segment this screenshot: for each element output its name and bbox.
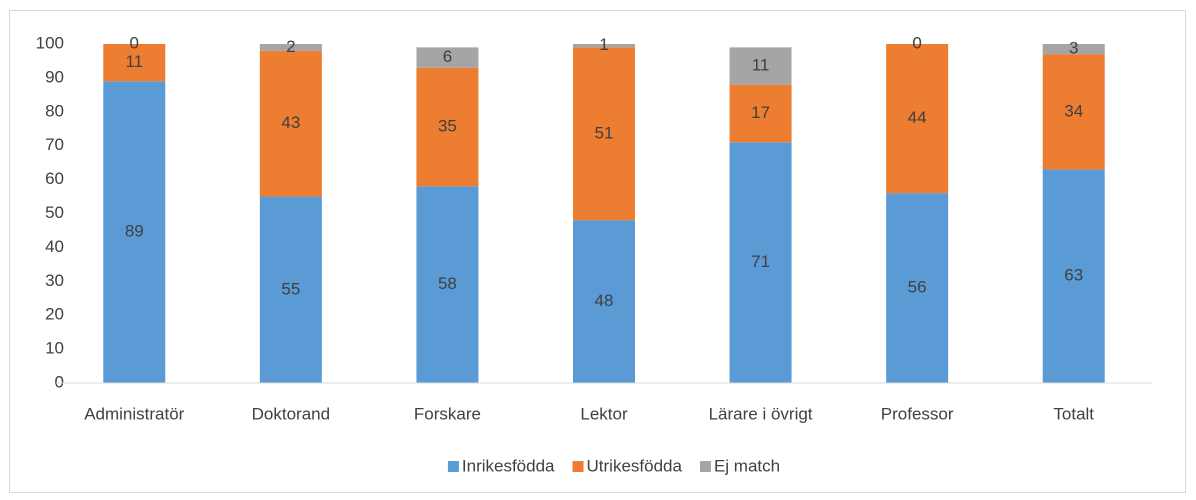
bar-segment xyxy=(259,50,322,197)
bar-segment xyxy=(729,142,792,383)
y-tick-label: 20 xyxy=(45,305,64,324)
data-label: 0 xyxy=(130,33,139,52)
bar-segment xyxy=(1042,169,1105,383)
data-label: 3 xyxy=(1069,39,1078,58)
y-tick-label: 90 xyxy=(45,67,64,86)
y-tick-label: 70 xyxy=(45,135,64,154)
bar-segment xyxy=(1042,44,1105,55)
y-tick-label: 60 xyxy=(45,169,64,188)
data-label: 43 xyxy=(281,113,300,132)
y-tick-label: 10 xyxy=(45,339,64,358)
data-label: 44 xyxy=(908,108,927,127)
bar-segment xyxy=(886,193,949,383)
y-tick-label: 50 xyxy=(45,203,64,222)
y-tick-label: 30 xyxy=(45,271,64,290)
data-label: 58 xyxy=(438,274,457,293)
data-label: 35 xyxy=(438,117,457,136)
x-tick-label: Administratör xyxy=(84,404,184,423)
bar-segment xyxy=(103,81,166,383)
bar-segment xyxy=(729,47,792,85)
bar-segment xyxy=(259,44,322,51)
data-label: 11 xyxy=(752,56,770,75)
bar-segment xyxy=(1042,54,1105,170)
legend-label: Inrikesfödda xyxy=(462,456,555,475)
bar-segment xyxy=(416,186,479,383)
data-label: 56 xyxy=(908,278,927,297)
data-label: 6 xyxy=(443,47,452,66)
x-tick-label: Professor xyxy=(881,404,954,423)
legend-swatch xyxy=(699,461,711,472)
legend-swatch xyxy=(447,461,459,472)
x-tick-label: Lektor xyxy=(580,404,628,423)
bar-segment xyxy=(573,47,635,221)
bar-segment xyxy=(573,44,635,48)
legend-swatch xyxy=(572,461,584,472)
data-label: 89 xyxy=(125,222,144,241)
data-label: 2 xyxy=(286,37,295,56)
x-tick-label: Doktorand xyxy=(252,404,330,423)
y-tick-label: 0 xyxy=(55,372,64,391)
data-label: 48 xyxy=(595,291,614,310)
y-tick-label: 100 xyxy=(36,33,64,52)
bar-segment xyxy=(416,47,479,68)
data-label: 51 xyxy=(595,123,614,142)
bar-segment xyxy=(259,196,322,383)
data-label: 55 xyxy=(281,279,300,298)
data-label: 17 xyxy=(751,103,770,122)
bar-segment xyxy=(573,220,635,383)
bar-segment xyxy=(103,44,166,82)
data-label: 1 xyxy=(599,35,608,54)
x-tick-label: Forskare xyxy=(414,404,481,423)
y-tick-label: 40 xyxy=(45,237,64,256)
data-label: 71 xyxy=(751,252,770,271)
bar-segment xyxy=(729,84,792,143)
y-tick-label: 80 xyxy=(45,101,64,120)
bar-segment xyxy=(886,44,949,194)
data-label: 34 xyxy=(1064,101,1083,120)
x-tick-label: Totalt xyxy=(1053,404,1094,423)
data-label: 0 xyxy=(912,33,921,52)
legend-label: Ej match xyxy=(714,456,780,475)
bar-segment xyxy=(416,67,479,187)
legend-label: Utrikesfödda xyxy=(587,456,683,475)
data-label: 63 xyxy=(1064,266,1083,285)
data-label: 11 xyxy=(125,52,143,71)
x-tick-label: Lärare i övrigt xyxy=(709,404,813,423)
